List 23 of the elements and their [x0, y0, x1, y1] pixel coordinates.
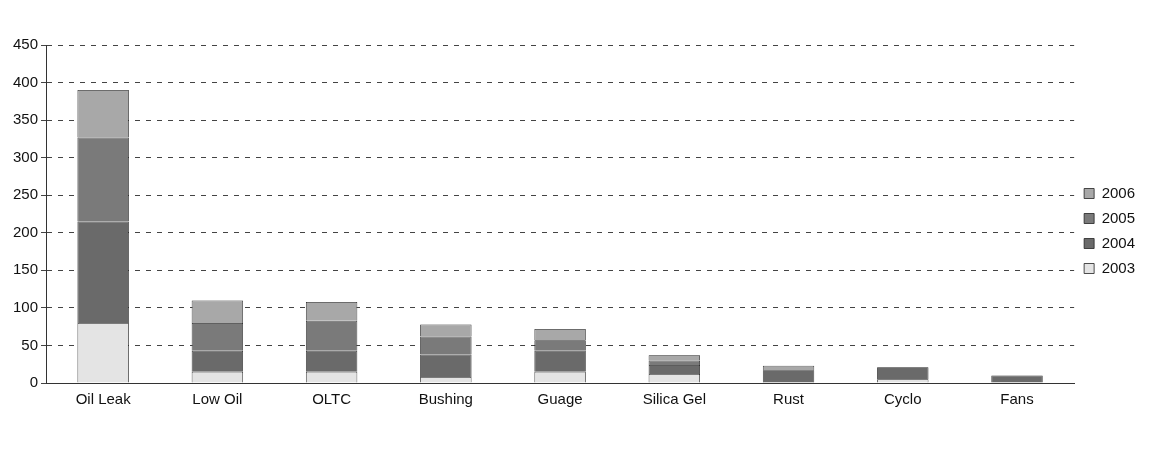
y-tick-label: 300 [13, 147, 39, 165]
legend-label: 2003 [1101, 258, 1136, 276]
x-tick-label: Bushing [418, 390, 473, 408]
x-tick-label: Rust [773, 390, 805, 408]
x-tick-label: Fans [1000, 390, 1034, 408]
x-tick-label: Low Oil [192, 390, 243, 408]
legend-label: 2005 [1101, 208, 1136, 226]
y-tick-label: 350 [13, 110, 39, 128]
x-tick-label: Silica Gel [642, 390, 706, 408]
y-tick-label: 250 [13, 185, 39, 203]
y-tick-label: 0 [29, 373, 39, 391]
legend-label: 2004 [1101, 233, 1136, 251]
y-tick-label: 400 [13, 72, 39, 90]
legend-label: 2006 [1101, 183, 1136, 201]
y-tick-label: 100 [13, 298, 39, 316]
x-tick-label: Guage [537, 390, 583, 408]
x-tick-label: Oil Leak [75, 390, 132, 408]
x-tick-label: Cyclo [884, 390, 922, 408]
y-tick-label: 150 [13, 260, 39, 278]
y-tick-label: 450 [13, 35, 39, 53]
x-tick-label: OLTC [312, 390, 352, 408]
y-tick-label: 50 [21, 335, 39, 353]
y-tick-label: 200 [13, 222, 39, 240]
